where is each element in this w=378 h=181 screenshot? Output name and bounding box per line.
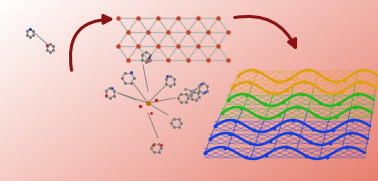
FancyArrowPatch shape: [70, 15, 111, 70]
FancyArrowPatch shape: [235, 16, 296, 47]
